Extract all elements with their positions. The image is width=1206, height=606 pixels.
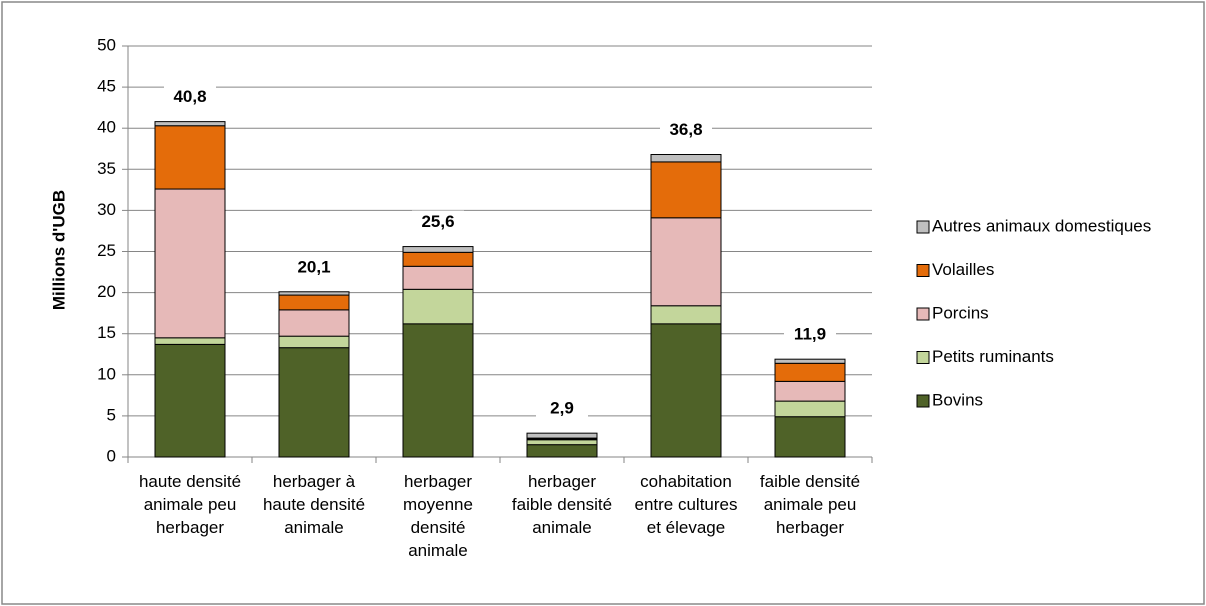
x-tick-label: haute densité animale peu herbager bbox=[139, 472, 241, 537]
legend-label: Porcins bbox=[932, 303, 989, 322]
legend-label: Volailles bbox=[932, 260, 994, 279]
total-label: 20,1 bbox=[297, 257, 330, 276]
bar-segment bbox=[278, 309, 350, 337]
total-label-bg bbox=[288, 255, 340, 280]
y-tick-label: 5 bbox=[107, 405, 116, 424]
total-label-bg bbox=[536, 397, 588, 422]
bar-segment bbox=[774, 380, 846, 402]
x-tick-label: faible densité animale peu herbager bbox=[760, 472, 860, 537]
y-tick-label: 35 bbox=[97, 159, 116, 178]
bar-segment bbox=[154, 343, 226, 458]
bar-segment bbox=[650, 161, 722, 219]
total-label: 2,9 bbox=[550, 399, 574, 418]
bar-segment bbox=[526, 439, 598, 446]
total-label: 36,8 bbox=[669, 120, 702, 139]
y-tick-label: 50 bbox=[97, 35, 116, 54]
x-tick-label: cohabitation entre cultures et élevage bbox=[635, 472, 738, 537]
bar-segment bbox=[774, 358, 846, 364]
bar-segment bbox=[650, 217, 722, 307]
bar-segment bbox=[402, 288, 474, 325]
legend-swatch bbox=[916, 220, 930, 234]
bar-segment bbox=[650, 305, 722, 325]
total-label: 40,8 bbox=[173, 87, 206, 106]
y-tick-label: 30 bbox=[97, 200, 116, 219]
total-label-bg bbox=[660, 118, 712, 143]
legend-swatch bbox=[916, 307, 930, 321]
bar-segment bbox=[154, 188, 226, 339]
legend-swatch bbox=[916, 394, 930, 408]
bar-segment bbox=[154, 337, 226, 345]
total-label-bg bbox=[784, 323, 836, 348]
bar-segment bbox=[402, 323, 474, 458]
y-tick-label: 45 bbox=[97, 77, 116, 96]
bar-segment bbox=[402, 246, 474, 253]
bar-segment bbox=[774, 362, 846, 382]
bar-segment bbox=[154, 121, 226, 127]
total-label-bg bbox=[412, 210, 464, 235]
total-label-bg bbox=[164, 85, 216, 110]
bar-segment bbox=[526, 444, 598, 458]
x-tick-label: herbager moyenne densité animale bbox=[403, 472, 473, 560]
bar-segment bbox=[278, 294, 350, 311]
y-tick-label: 0 bbox=[107, 446, 116, 465]
y-axis-label: Millions d'UGB bbox=[49, 190, 68, 310]
bar-segment bbox=[650, 323, 722, 458]
x-tick-label: herbager faible densité animale bbox=[512, 472, 612, 537]
legend-label: Bovins bbox=[932, 390, 983, 409]
legend-swatch bbox=[916, 351, 930, 364]
bar-segment bbox=[526, 432, 598, 439]
bar-segment bbox=[278, 291, 350, 296]
bar-segment bbox=[402, 265, 474, 290]
bar-segment bbox=[154, 125, 226, 190]
bar-segment bbox=[774, 416, 846, 458]
legend-label: Autres animaux domestiques bbox=[932, 216, 1151, 235]
y-tick-label: 40 bbox=[97, 118, 116, 137]
bar-segment bbox=[278, 335, 350, 349]
total-label: 11,9 bbox=[794, 325, 826, 344]
legend-swatch bbox=[916, 264, 930, 277]
total-label: 25,6 bbox=[421, 212, 454, 231]
legend-label: Petits ruminants bbox=[932, 347, 1054, 366]
bar-segment bbox=[650, 154, 722, 163]
y-tick-label: 10 bbox=[97, 364, 116, 383]
y-tick-label: 20 bbox=[97, 282, 116, 301]
x-tick-label: herbager à haute densité animale bbox=[263, 472, 365, 537]
bar-segment bbox=[774, 400, 846, 418]
y-tick-label: 25 bbox=[97, 241, 116, 260]
bar-segment bbox=[402, 251, 474, 267]
y-tick-label: 15 bbox=[97, 323, 116, 342]
bar-segment bbox=[278, 347, 350, 458]
